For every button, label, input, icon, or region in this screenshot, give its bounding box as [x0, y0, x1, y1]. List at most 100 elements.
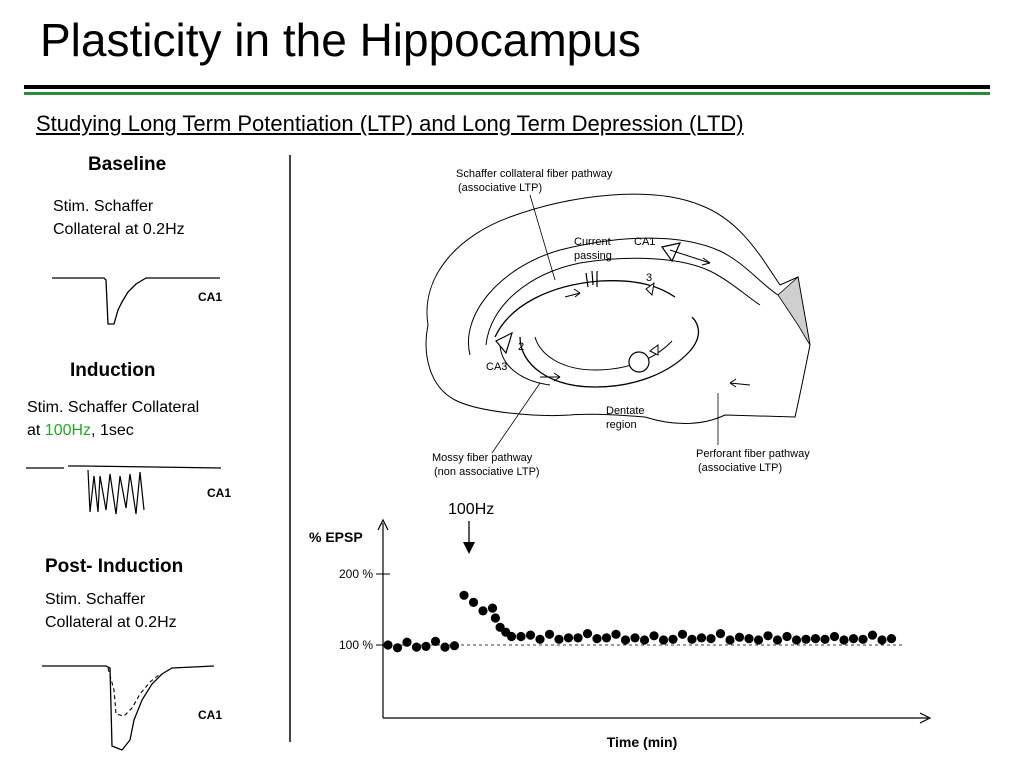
post-induction-trace [42, 665, 215, 751]
epsp-point [525, 630, 536, 640]
post-induction-line1: Stim. Schaffer [45, 591, 146, 608]
epsp-point [706, 634, 716, 644]
epsp-point [839, 635, 849, 645]
epsp-point [402, 637, 412, 647]
epsp-point [392, 643, 403, 653]
induction-ca1-label: CA1 [207, 486, 232, 500]
baseline-ca1-label: CA1 [198, 290, 223, 304]
perforant-label-2: (associative LTP) [698, 462, 782, 474]
epsp-point [877, 635, 887, 645]
epsp-point [886, 634, 897, 644]
chart-y-axis-arrow [377, 518, 389, 531]
epsp-point [858, 634, 868, 644]
epsp-point [544, 629, 555, 639]
page-title: Plasticity in the Hippocampus [40, 14, 641, 66]
epsp-point [753, 635, 764, 645]
x-axis-label: Time (min) [607, 734, 678, 750]
epsp-point [459, 590, 469, 600]
epsp-point [744, 634, 754, 644]
slide-subtitle: Studying Long Term Potentiation (LTP) an… [36, 111, 744, 136]
epsp-point [611, 629, 621, 639]
epsp-point [668, 634, 678, 644]
epsp-point [383, 640, 393, 650]
epsp-point [487, 603, 498, 613]
current-label-2: passing [574, 250, 612, 262]
epsp-point [715, 629, 726, 639]
epsp-point [848, 634, 859, 644]
epsp-point [573, 633, 583, 643]
epsp-point [782, 631, 792, 642]
epsp-point [620, 635, 631, 645]
column-separator [289, 155, 291, 742]
baseline-line1: Stim. Schaffer [53, 198, 154, 215]
epsp-point [763, 631, 773, 641]
baseline-description: Stim. Schaffer Collateral at 0.2Hz [53, 195, 185, 241]
epsp-point [490, 613, 500, 623]
epsp-point [468, 597, 479, 607]
tick-label-100: 100 % [339, 638, 373, 652]
epsp-point [867, 630, 878, 640]
ca3-region-label: CA3 [486, 361, 507, 373]
epsp-point [658, 635, 669, 645]
epsp-point [696, 633, 707, 643]
epsp-point [506, 631, 517, 642]
epsp-point [563, 633, 574, 643]
epsp-point [478, 606, 488, 616]
epsp-point [687, 634, 697, 644]
epsp-point [535, 634, 545, 644]
epsp-point [734, 632, 745, 642]
tick-label-200: 200 % [339, 567, 373, 581]
y-axis-label: % EPSP [309, 529, 363, 545]
dentate-label-1: Dentate [606, 405, 645, 417]
epsp-point [592, 634, 602, 644]
induction-line1: Stim. Schaffer Collateral [27, 399, 200, 416]
epsp-point [639, 635, 650, 645]
epsp-point [554, 634, 564, 644]
epsp-point [516, 631, 526, 642]
post-induction-line2: Collateral at 0.2Hz [45, 614, 177, 631]
title-rule-green [24, 92, 990, 95]
mossy-label-2: (non associative LTP) [434, 466, 540, 478]
hippocampus-diagram: Schaffer collateral fiber pathway (assoc… [425, 168, 811, 478]
epsp-point [649, 631, 659, 641]
schaffer-label-1: Schaffer collateral fiber pathway [456, 168, 613, 180]
epsp-point [421, 641, 431, 651]
induction-line2-prefix: at [27, 422, 45, 439]
post-induction-description: Stim. Schaffer Collateral at 0.2Hz [45, 588, 177, 634]
site-3-label: 3 [646, 272, 652, 284]
baseline-line2: Collateral at 0.2Hz [53, 221, 185, 238]
epsp-point [829, 631, 840, 642]
stimulus-arrow-head [463, 542, 475, 554]
epsp-point [801, 634, 811, 644]
title-rule-black [24, 85, 990, 89]
induction-frequency: 100Hz [44, 422, 92, 439]
chart-x-axis-arrow [919, 712, 932, 724]
ca1-region-label: CA1 [634, 236, 655, 248]
post-induction-heading: Post- Induction [45, 556, 184, 577]
epsp-point [430, 636, 441, 646]
epsp-data-points [383, 590, 897, 653]
current-label-1: Current [574, 236, 611, 248]
post-induction-ca1-label: CA1 [198, 708, 223, 722]
induction-line2-suffix: , 1sec [91, 422, 134, 439]
epsp-point [582, 629, 593, 639]
epsp-chart: % EPSP 200 % 100 % Time (min) 100Hz [309, 501, 932, 750]
induction-description: Stim. Schaffer Collateral at 100Hz, 1sec [27, 396, 199, 442]
induction-trace [26, 465, 222, 515]
dentate-label-2: region [606, 419, 637, 431]
baseline-trace [52, 277, 220, 325]
epsp-point [820, 634, 830, 644]
perforant-label-1: Perforant fiber pathway [696, 448, 810, 460]
epsp-point [601, 633, 612, 643]
epsp-point [411, 642, 422, 652]
mossy-label-1: Mossy fiber pathway [432, 452, 533, 464]
epsp-point [440, 642, 450, 652]
epsp-point [772, 635, 783, 645]
epsp-point [677, 629, 688, 639]
site-2-label: 2 [518, 341, 524, 353]
epsp-point [630, 633, 640, 643]
induction-line2: at 100Hz, 1sec [27, 419, 199, 442]
induction-heading: Induction [70, 360, 156, 381]
schaffer-label-2: (associative LTP) [458, 182, 542, 194]
epsp-point [449, 641, 460, 651]
